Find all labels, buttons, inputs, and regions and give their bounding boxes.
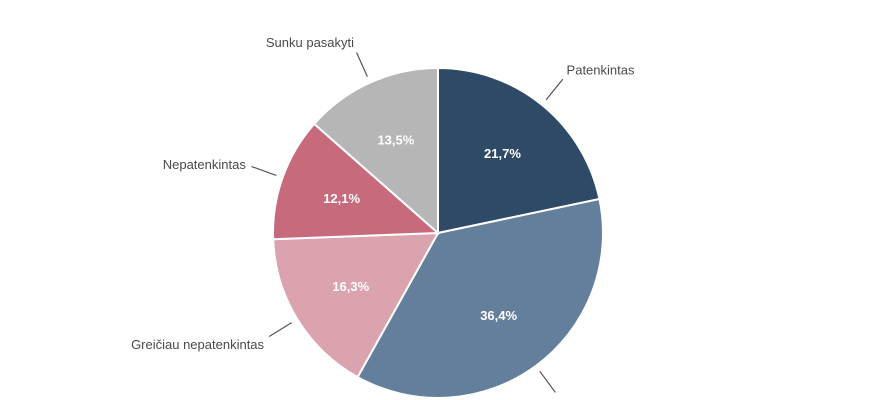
pie-category-label-greiciau-nepatenkintas: Greičiau nepatenkintas bbox=[131, 337, 264, 352]
pie-category-label-nepatenkintas: Nepatenkintas bbox=[163, 157, 247, 172]
pie-leader-lines bbox=[251, 52, 564, 393]
pie-slices bbox=[272, 66, 604, 399]
pie-leader-line-greiciau-nepatenkintas bbox=[268, 322, 293, 337]
pie-leader-line-patenkintas bbox=[545, 78, 564, 101]
pie-slice-sunku-pasakyti bbox=[312, 66, 439, 236]
pie-leader-line-nepatenkintas bbox=[251, 165, 277, 176]
pie-leader-line-sunku-pasakyti bbox=[355, 52, 368, 77]
pie-slice-patenkintas bbox=[437, 66, 601, 235]
pie-percent-label-nepatenkintas: 12,1% bbox=[323, 191, 360, 206]
pie-slice-slice-2 bbox=[356, 197, 604, 399]
pie-category-label-patenkintas: Patenkintas bbox=[567, 63, 635, 78]
pie-slice-greiciau-nepatenkintas bbox=[272, 231, 440, 379]
pie-slice-nepatenkintas bbox=[272, 122, 441, 241]
pie-percent-label-greiciau-nepatenkintas: 16,3% bbox=[332, 279, 369, 294]
pie-percent-label-patenkintas: 21,7% bbox=[484, 146, 521, 161]
pie-category-label-sunku-pasakyti: Sunku pasakyti bbox=[266, 35, 354, 50]
pie-percent-label-sunku-pasakyti: 13,5% bbox=[377, 132, 414, 147]
pie-leader-line-slice-2 bbox=[539, 370, 556, 393]
pie-percent-labels: 21,7% 36,4% 16,3% 12,1% 13,5% bbox=[323, 132, 521, 323]
pie-percent-label-slice-2: 36,4% bbox=[480, 308, 517, 323]
pie-category-labels: Patenkintas Greičiau nepatenkintas Nepaten… bbox=[131, 35, 635, 352]
